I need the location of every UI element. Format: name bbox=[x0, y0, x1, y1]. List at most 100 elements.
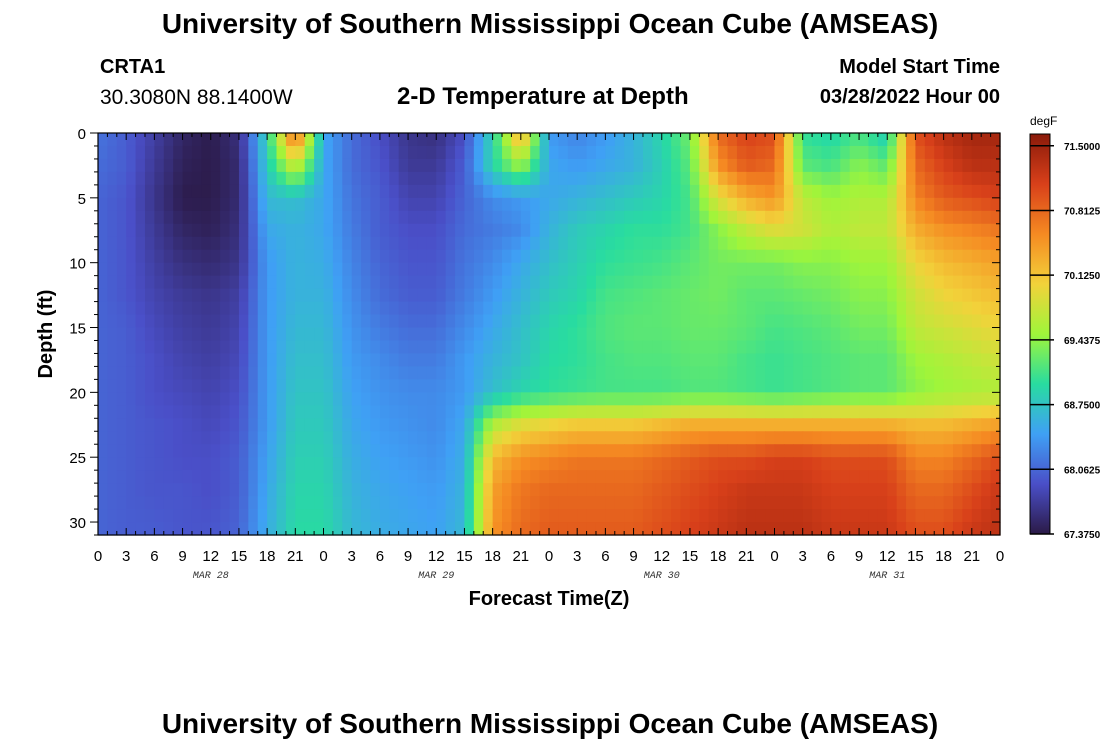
heatmap-cell bbox=[586, 262, 597, 277]
heatmap-cell bbox=[699, 457, 710, 471]
heatmap-cell bbox=[981, 262, 992, 277]
heatmap-cell bbox=[323, 145, 334, 160]
heatmap-cell bbox=[154, 236, 165, 251]
heatmap-cell bbox=[389, 133, 400, 147]
heatmap-cell bbox=[483, 496, 494, 510]
heatmap-cell bbox=[642, 236, 653, 251]
heatmap-cell bbox=[267, 210, 278, 225]
heatmap-cell bbox=[304, 457, 315, 471]
heatmap-cell bbox=[624, 275, 635, 290]
heatmap-cell bbox=[868, 171, 879, 186]
heatmap-cell bbox=[379, 509, 390, 523]
heatmap-cell bbox=[520, 496, 531, 510]
heatmap-cell bbox=[661, 171, 672, 186]
heatmap-cell bbox=[586, 223, 597, 238]
heatmap-cell bbox=[417, 249, 428, 264]
heatmap-cell bbox=[342, 366, 353, 380]
heatmap-cell bbox=[924, 418, 935, 432]
heatmap-cell bbox=[379, 223, 390, 238]
heatmap-cell bbox=[98, 444, 108, 458]
heatmap-cell bbox=[483, 158, 494, 173]
heatmap-cell bbox=[304, 249, 315, 264]
heatmap-cell bbox=[445, 418, 456, 432]
heatmap-cell bbox=[332, 249, 343, 264]
heatmap-cell bbox=[342, 340, 353, 355]
heatmap-cell bbox=[238, 197, 249, 212]
heatmap-cell bbox=[812, 353, 823, 368]
heatmap-cell bbox=[351, 483, 362, 497]
heatmap-cell bbox=[389, 470, 400, 484]
heatmap-cell bbox=[304, 236, 315, 251]
heatmap-cell bbox=[558, 444, 569, 458]
heatmap-cell bbox=[671, 314, 682, 329]
heatmap-cell bbox=[276, 431, 287, 445]
heatmap-cell bbox=[398, 470, 409, 484]
heatmap-cell bbox=[727, 496, 738, 510]
heatmap-cell bbox=[755, 418, 766, 432]
heatmap-cell bbox=[765, 275, 776, 290]
heatmap-cell bbox=[718, 431, 729, 445]
heatmap-cell bbox=[652, 457, 663, 471]
heatmap-cell bbox=[276, 418, 287, 432]
heatmap-cell bbox=[342, 133, 353, 147]
heatmap-cell bbox=[906, 509, 917, 523]
heatmap-cell bbox=[248, 197, 259, 212]
heatmap-cell bbox=[990, 236, 1001, 251]
heatmap-cell bbox=[154, 522, 165, 536]
heatmap-cell bbox=[285, 405, 296, 419]
heatmap-cell bbox=[802, 145, 813, 160]
heatmap-cell bbox=[285, 340, 296, 355]
heatmap-cell bbox=[173, 197, 184, 212]
heatmap-cell bbox=[624, 158, 635, 173]
heatmap-cell bbox=[868, 496, 879, 510]
heatmap-cell bbox=[238, 392, 249, 406]
heatmap-cell bbox=[981, 405, 992, 419]
heatmap-cell bbox=[830, 197, 841, 212]
heatmap-cell bbox=[238, 327, 249, 342]
heatmap-cell bbox=[426, 379, 437, 393]
heatmap-cell bbox=[915, 210, 926, 225]
heatmap-cell bbox=[906, 223, 917, 238]
heatmap-cell bbox=[163, 457, 174, 471]
heatmap-cell bbox=[483, 171, 494, 186]
heatmap-cell bbox=[558, 133, 569, 147]
heatmap-cell bbox=[182, 301, 193, 316]
heatmap-cell bbox=[332, 392, 343, 406]
heatmap-cell bbox=[530, 275, 541, 290]
heatmap-cell bbox=[511, 275, 522, 290]
heatmap-cell bbox=[896, 262, 907, 277]
heatmap-cell bbox=[511, 158, 522, 173]
heatmap-cell bbox=[868, 158, 879, 173]
heatmap-cell bbox=[953, 301, 964, 316]
heatmap-cell bbox=[774, 522, 785, 536]
heatmap-cell bbox=[567, 470, 578, 484]
heatmap-cell bbox=[887, 353, 898, 368]
heatmap-cell bbox=[595, 158, 606, 173]
heatmap-cell bbox=[436, 470, 447, 484]
heatmap-cell bbox=[436, 392, 447, 406]
heatmap-cell bbox=[285, 509, 296, 523]
heatmap-cell bbox=[821, 275, 832, 290]
heatmap-cell bbox=[765, 509, 776, 523]
heatmap-cell bbox=[135, 327, 146, 342]
heatmap-cell bbox=[379, 171, 390, 186]
heatmap-cell bbox=[624, 249, 635, 264]
heatmap-cell bbox=[257, 327, 268, 342]
heatmap-cell bbox=[173, 366, 184, 380]
heatmap-cell bbox=[436, 509, 447, 523]
heatmap-cell bbox=[201, 288, 212, 303]
heatmap-cell bbox=[314, 483, 325, 497]
heatmap-cell bbox=[98, 301, 108, 316]
heatmap-cell bbox=[680, 210, 691, 225]
heatmap-cell bbox=[943, 353, 954, 368]
heatmap-cell bbox=[577, 431, 588, 445]
heatmap-cell bbox=[567, 275, 578, 290]
heatmap-cell bbox=[220, 275, 231, 290]
heatmap-cell bbox=[981, 392, 992, 406]
heatmap-cell bbox=[248, 236, 259, 251]
heatmap-cell bbox=[774, 223, 785, 238]
heatmap-cell bbox=[210, 483, 221, 497]
heatmap-cell bbox=[492, 223, 503, 238]
heatmap-cell bbox=[238, 340, 249, 355]
heatmap-cell bbox=[830, 379, 841, 393]
